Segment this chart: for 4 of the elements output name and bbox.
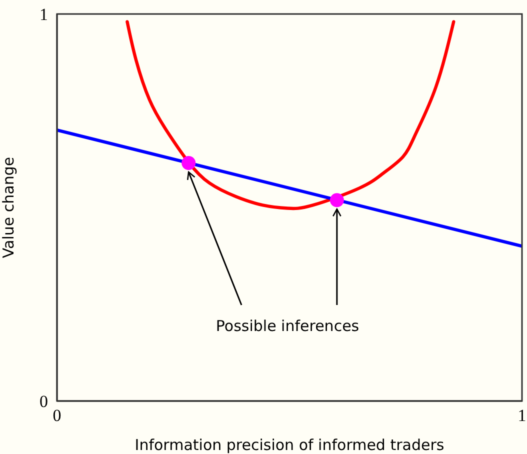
y-axis-title: Value change: [0, 156, 18, 258]
line-series: [126, 20, 456, 210]
annotation: Possible inferences: [216, 317, 360, 335]
x-axis-title: Information precision of informed traders: [134, 436, 444, 454]
